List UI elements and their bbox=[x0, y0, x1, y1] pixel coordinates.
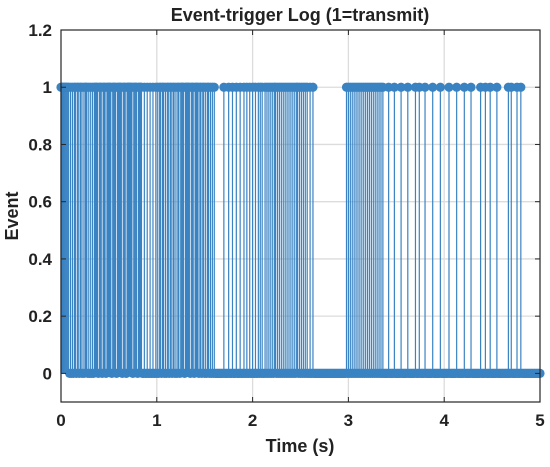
x-tick-label: 1 bbox=[152, 411, 161, 430]
event-point-idle bbox=[121, 368, 131, 378]
y-axis-label: Event bbox=[2, 191, 22, 240]
marker-layer bbox=[56, 82, 545, 378]
event-point-transmit bbox=[452, 82, 462, 92]
y-tick-label: 0.4 bbox=[28, 250, 52, 269]
x-tick-label: 3 bbox=[344, 411, 353, 430]
y-tick-label: 0.8 bbox=[28, 135, 52, 154]
y-tick-label: 0.6 bbox=[28, 193, 52, 212]
y-tick-label: 1.2 bbox=[28, 21, 52, 40]
y-tick-label: 1 bbox=[43, 78, 52, 97]
stem-layer bbox=[60, 87, 522, 374]
event-point-transmit bbox=[466, 82, 476, 92]
event-point-transmit bbox=[209, 82, 219, 92]
x-tick-label: 2 bbox=[248, 411, 257, 430]
event-point-transmit bbox=[403, 82, 413, 92]
event-point-transmit bbox=[435, 82, 445, 92]
event-point-transmit bbox=[492, 82, 502, 92]
event-point-transmit bbox=[308, 82, 318, 92]
y-tick-label: 0 bbox=[43, 364, 52, 383]
chart-title: Event-trigger Log (1=transmit) bbox=[171, 5, 430, 25]
x-tick-label: 0 bbox=[56, 411, 65, 430]
tick-layer: 0 1 2 3 4 5 0 0.2 0.4 0.6 0.8 1 1.2 bbox=[28, 21, 544, 430]
event-point-transmit bbox=[459, 82, 469, 92]
event-point-transmit bbox=[389, 82, 399, 92]
y-tick-label: 0.2 bbox=[28, 307, 52, 326]
event-point-transmit bbox=[516, 82, 526, 92]
event-point-transmit bbox=[444, 82, 454, 92]
event-point-transmit bbox=[420, 82, 430, 92]
event-point-transmit bbox=[396, 82, 406, 92]
event-point-transmit bbox=[485, 82, 495, 92]
x-tick-label: 4 bbox=[439, 411, 449, 430]
x-tick-label: 5 bbox=[535, 411, 544, 430]
plot-area-frame bbox=[60, 29, 541, 403]
event-point-transmit bbox=[428, 82, 438, 92]
x-axis-label: Time (s) bbox=[266, 436, 335, 456]
